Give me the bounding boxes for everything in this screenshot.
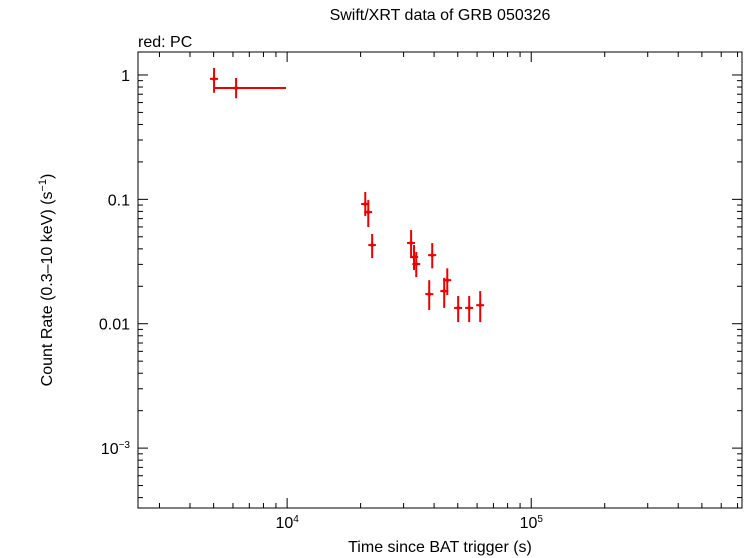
x-tick-label: 104	[275, 514, 299, 532]
data-point	[370, 243, 374, 247]
y-tick-label: 0.01	[99, 317, 130, 334]
x-tick-sup: 5	[537, 514, 543, 525]
data-point	[430, 253, 434, 257]
data-point	[212, 77, 216, 81]
data-point	[427, 292, 431, 296]
x-tick-base: 10	[520, 515, 538, 532]
y-tick-sup: −3	[119, 440, 131, 451]
data-point	[363, 202, 367, 206]
data-point	[366, 210, 370, 214]
x-tick-label: 105	[520, 514, 544, 532]
x-tick-sup: 4	[293, 514, 299, 525]
data-point	[412, 255, 416, 259]
data-point	[478, 303, 482, 307]
x-tick-base: 10	[275, 515, 293, 532]
y-axis-label-main: Count Rate (0.3–10 keV) (s	[39, 192, 56, 387]
data-point	[414, 262, 418, 266]
chart-title: Swift/XRT data of GRB 050326	[330, 7, 551, 24]
y-axis-label-sup: −1	[37, 179, 49, 192]
y-axis-label-end: )	[39, 174, 56, 179]
data-point	[234, 86, 238, 90]
data-point	[445, 278, 449, 282]
y-tick-label: 0.1	[108, 192, 130, 209]
data-point	[467, 306, 471, 310]
data-point	[442, 289, 446, 293]
y-tick-base: 10	[101, 441, 119, 458]
legend-label: red: PC	[138, 34, 192, 51]
y-tick-label: 1	[121, 68, 130, 85]
y-tick-label: 10−3	[101, 440, 131, 458]
data-point	[456, 306, 460, 310]
plot-frame	[137, 51, 743, 509]
x-axis-label: Time since BAT trigger (s)	[348, 539, 532, 556]
data-point	[409, 241, 413, 245]
y-axis-label: Count Rate (0.3–10 keV) (s−1)	[37, 174, 56, 387]
